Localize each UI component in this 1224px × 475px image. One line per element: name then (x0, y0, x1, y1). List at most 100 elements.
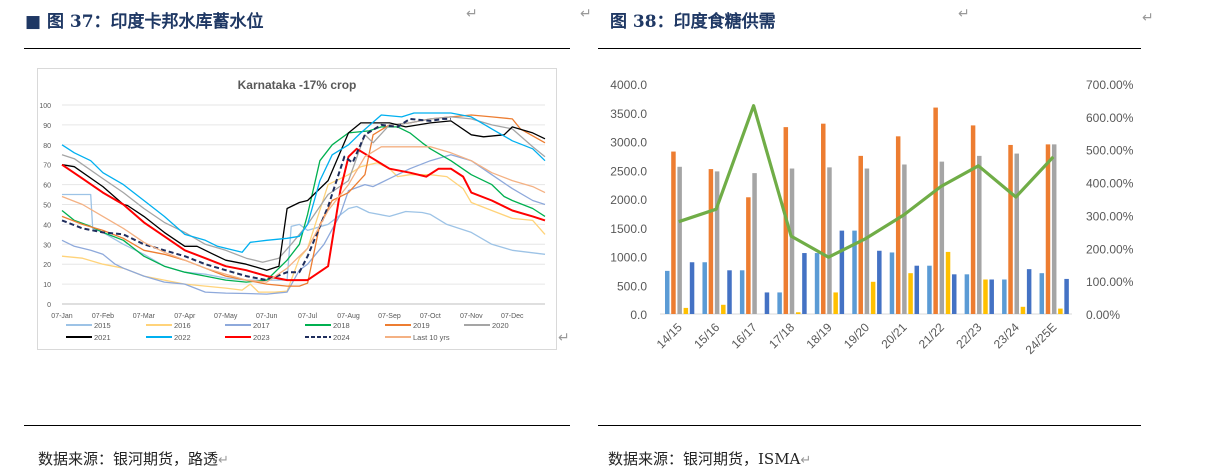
y-tick-label: 0 (47, 302, 51, 309)
x-tick-label: 07-Sep (378, 313, 401, 320)
bar-3 (795, 312, 801, 314)
y-tick-label: 90 (43, 123, 51, 130)
x-tick-label: 07-Feb (92, 313, 114, 320)
india-sugar-balance-chart: 0.0 500.0 1000.0 1500.0 2000.0 2500.0 3000.0 35… (600, 70, 1160, 397)
bar-3 (870, 281, 876, 314)
series-line-2023 (61, 147, 546, 282)
y-tick-label: 1000.0 (610, 251, 647, 265)
bar-2 (902, 164, 907, 314)
legend-label: 2018 (333, 321, 350, 330)
series-line-2018 (61, 126, 546, 283)
bar-2 (1051, 144, 1057, 314)
bar-3 (1020, 306, 1026, 314)
bar-3 (945, 251, 951, 314)
bar-0 (814, 253, 820, 314)
bar-2 (789, 168, 795, 314)
legend-label: 2020 (492, 321, 509, 330)
legend-label: 2021 (94, 333, 111, 342)
legend-label: 2015 (94, 321, 111, 330)
x-tick-label: 15/16 (691, 320, 722, 351)
y2-tick-label: 700.00% (1086, 78, 1134, 92)
x-tick-label: 07-May (214, 313, 238, 320)
series-line-2021 (61, 120, 546, 271)
y-tick-label: 70 (43, 163, 51, 170)
right-figure-title: 图 38：印度食糖供需 (610, 12, 776, 32)
x-tick-label: 20/21 (878, 320, 909, 351)
bar-4 (764, 292, 770, 314)
bar-3 (833, 292, 838, 314)
bar-chart-svg: 0.0 500.0 1000.0 1500.0 2000.0 2500.0 3000.0 35… (610, 78, 1134, 397)
y2-tick-label: 600.00% (1086, 111, 1134, 125)
legend-label: 2016 (174, 321, 191, 330)
y-tick-label: 10 (43, 282, 51, 289)
y-tick-label: 1500.0 (610, 222, 647, 236)
bar-0 (1039, 273, 1045, 314)
legend-label: 2019 (413, 321, 430, 330)
legend-label: 2024 (333, 333, 350, 342)
bar-2 (752, 173, 757, 314)
bar-0 (777, 292, 782, 314)
x-tick-label: 19/20 (841, 320, 872, 351)
return-mark: ↵ (466, 6, 478, 22)
bottom-rule-right (598, 425, 1141, 426)
x-tick-label: 17/18 (766, 320, 797, 351)
bar-0 (702, 262, 707, 314)
bar-0 (927, 265, 932, 314)
bar-3 (1058, 308, 1063, 314)
return-mark: ↵ (958, 6, 970, 22)
bar-3 (683, 307, 689, 314)
x-tick-label: 23/24 (991, 320, 1022, 351)
x-tick-label: 22/23 (953, 320, 984, 351)
return-mark: ↵ (558, 330, 570, 346)
bar-0 (889, 252, 895, 314)
y2-tick-label: 100.00% (1086, 275, 1134, 289)
top-rule-left (24, 48, 570, 49)
y-tick-label: 2000.0 (610, 193, 647, 207)
bar-4 (727, 270, 732, 314)
bar-1 (933, 107, 938, 314)
series-line-2022 (61, 112, 546, 253)
x-tick-label: 07-Apr (174, 313, 196, 320)
return-mark: ↵ (580, 6, 592, 22)
karnataka-reservoir-chart: Karnataka -17% crop 0 10 20 30 40 50 60 70 80 90 10… (37, 68, 557, 350)
bar-2 (1014, 153, 1019, 314)
y-tick-label: 0.0 (630, 308, 647, 322)
x-tick-label: 07-Jan (51, 313, 73, 320)
x-tick-label: 07-Nov (460, 313, 483, 320)
right-source-note: 数据来源：银河期货，ISMA↵ (608, 448, 811, 469)
return-mark: ↵ (218, 453, 229, 468)
y-tick-label: 100 (39, 103, 51, 110)
bar-0 (739, 270, 745, 314)
bar-0 (665, 270, 670, 314)
source-text: 数据来源：银河期货，路透 (38, 450, 219, 468)
bar-4 (914, 265, 920, 314)
x-tick-label: 24/25E (1023, 320, 1060, 357)
bar-2 (864, 168, 870, 314)
left-source-note: 数据来源：银河期货，路透↵ (38, 448, 229, 469)
bottom-rule-left (24, 425, 570, 426)
bar-4 (839, 230, 845, 314)
bar-4 (877, 250, 882, 314)
legend-label: 2023 (253, 333, 270, 342)
y-tick-label: 4000.0 (610, 78, 647, 92)
chart-title: Karnataka -17% crop (238, 78, 357, 92)
y-tick-label: 60 (43, 183, 51, 190)
y-tick-label: 50 (43, 203, 51, 210)
series-line-2017 (61, 154, 546, 295)
series-line-2024 (61, 117, 451, 282)
x-tick-label: 16/17 (729, 320, 760, 351)
bar-2 (939, 161, 945, 314)
x-tick-label: 21/22 (916, 320, 947, 351)
bar-1 (858, 155, 863, 314)
x-tick-label: 07-Oct (420, 313, 441, 320)
bar-0 (852, 230, 857, 314)
bar-3 (908, 273, 913, 314)
y2-tick-label: 200.00% (1086, 242, 1134, 256)
y2-tick-label: 300.00% (1086, 209, 1134, 223)
x-tick-label: 07-Mar (133, 313, 156, 320)
source-text: 数据来源：银河期货，ISMA (608, 450, 801, 468)
y-tick-label: 500.0 (617, 279, 647, 293)
bar-1 (1045, 144, 1051, 314)
bar-1 (1008, 144, 1013, 314)
y-tick-label: 2500.0 (610, 164, 647, 178)
